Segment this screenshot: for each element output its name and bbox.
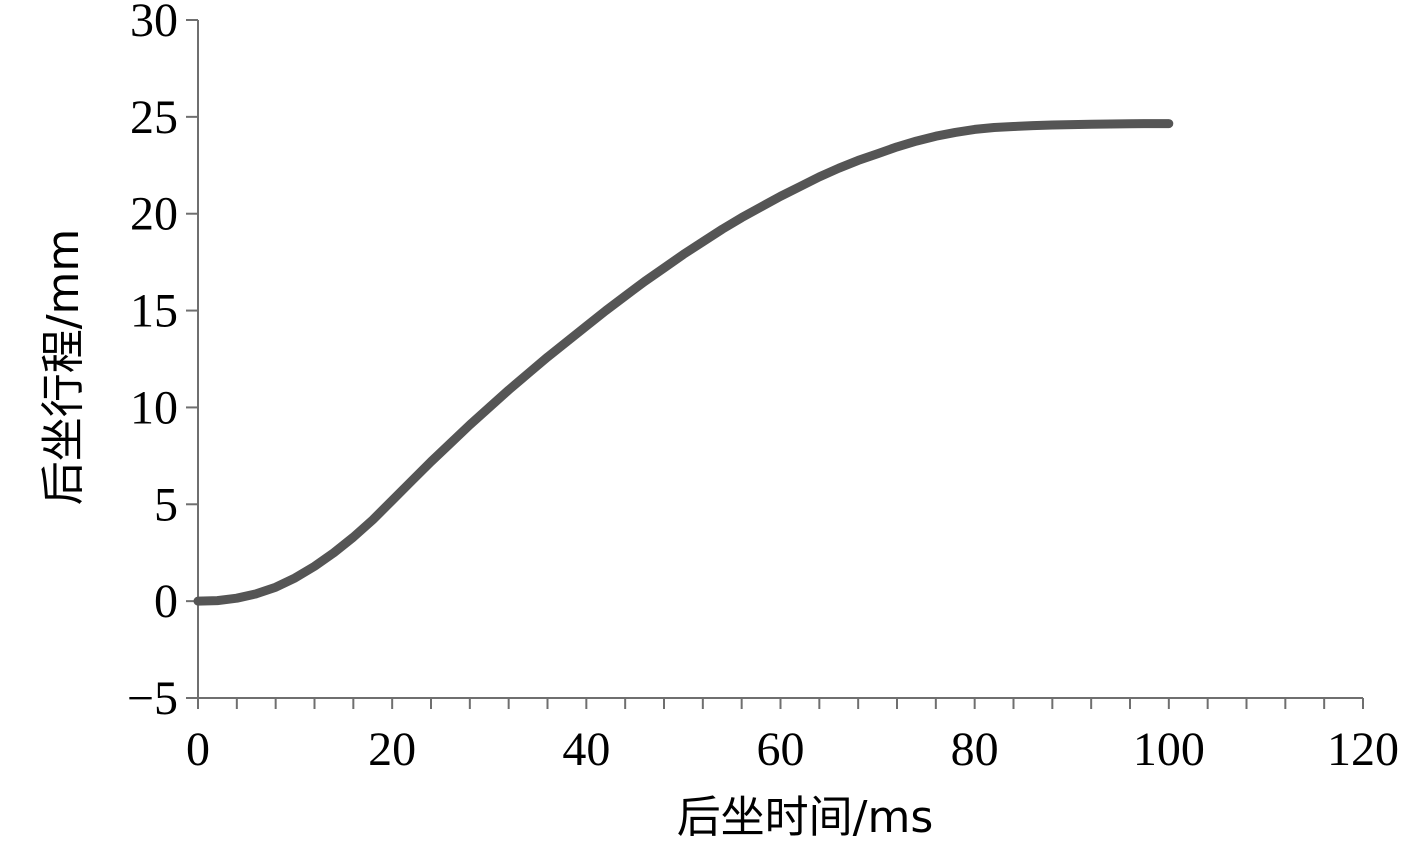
y-tick-label: 20 [130, 188, 178, 241]
x-tick-label: 60 [757, 723, 805, 776]
x-tick-label: 80 [951, 723, 999, 776]
y-tick-label: 25 [130, 91, 178, 144]
series [193, 119, 1174, 606]
y-axis-title: 后坐行程/mm [38, 229, 89, 506]
ticks [186, 19, 1364, 709]
x-tick-label: 40 [562, 723, 610, 776]
x-tick-label: 0 [186, 723, 210, 776]
y-tick-label: 30 [130, 0, 178, 47]
x-axis-title: 后坐时间/ms [677, 792, 934, 843]
y-tick-label: 10 [130, 381, 178, 434]
y-tick-label: 5 [154, 478, 178, 531]
y-tick-label: 0 [154, 575, 178, 628]
x-tick-label: 100 [1133, 723, 1205, 776]
x-tick-label: 120 [1327, 723, 1399, 776]
series-line [193, 119, 1174, 606]
x-tick-label: 20 [368, 723, 416, 776]
axes [197, 20, 1363, 699]
y-tick-label: 15 [130, 285, 178, 338]
y-tick-label: −5 [127, 672, 178, 725]
